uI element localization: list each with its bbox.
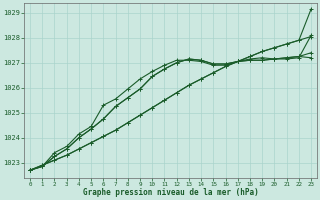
X-axis label: Graphe pression niveau de la mer (hPa): Graphe pression niveau de la mer (hPa) [83, 188, 259, 197]
